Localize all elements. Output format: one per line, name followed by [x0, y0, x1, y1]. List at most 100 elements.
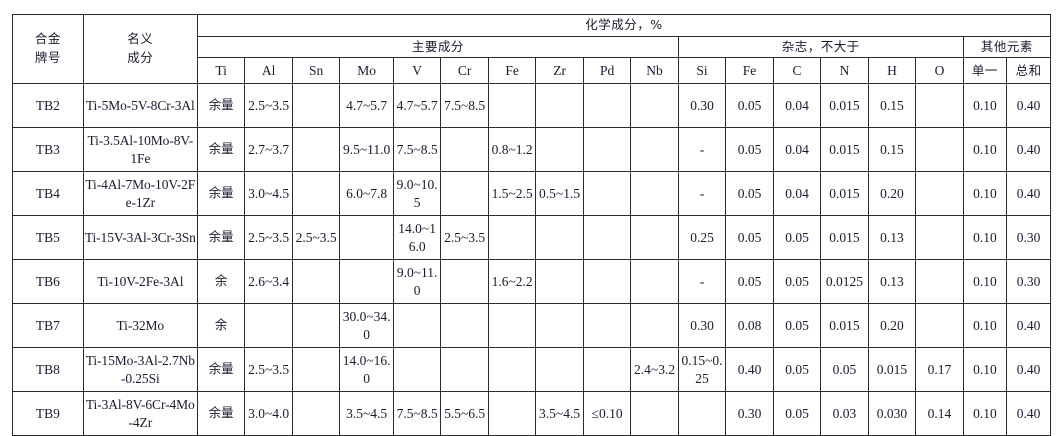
header-col-sn: Sn: [291, 57, 341, 84]
cell-grade: TB2: [12, 83, 84, 128]
header-col-h: H: [867, 57, 917, 84]
cell-imp-o: [915, 303, 964, 348]
cell-other-total: 0.40: [1006, 347, 1051, 392]
cell-main-fe: [487, 347, 537, 392]
cell-other-single: 0.10: [962, 347, 1008, 392]
cell-other-total: 0.40: [1006, 391, 1051, 436]
cell-imp-h: 0.15: [867, 83, 917, 128]
header-col-nb: Nb: [630, 57, 679, 84]
cell-main-cr: [440, 171, 489, 216]
header-col-c: C: [772, 57, 822, 84]
cell-imp-c: 0.05: [772, 391, 822, 436]
cell-main-mo: 14.0~16.0: [339, 347, 394, 392]
header-col-si: Si: [677, 57, 727, 84]
cell-imp-c: 0.05: [772, 303, 822, 348]
cell-other-single: 0.10: [962, 171, 1008, 216]
cell-imp-n: 0.0125: [820, 259, 869, 304]
cell-main-nb: [630, 127, 679, 172]
cell-main-v: 9.0~10.5: [392, 171, 442, 216]
cell-imp-si: 0.15~0.25: [677, 347, 727, 392]
cell-main-mo: [339, 215, 394, 260]
cell-main-mo: 3.5~4.5: [339, 391, 394, 436]
cell-imp-o: [915, 171, 964, 216]
cell-nominal: Ti-10V-2Fe-3Al: [82, 259, 198, 304]
cell-imp-fe: 0.05: [725, 215, 774, 260]
header-col-mo: Mo: [339, 57, 394, 84]
cell-main-zr: [535, 347, 584, 392]
cell-grade: TB9: [12, 391, 84, 436]
cell-main-ti: 余量: [196, 215, 246, 260]
alloy-composition-table: 合金 牌号 名义 成分 化学成分，% 主要成分 杂志，不大于 其他元素 Ti A…: [12, 14, 1052, 436]
cell-other-total: 0.40: [1006, 303, 1051, 348]
cell-main-mo: 9.5~11.0: [339, 127, 394, 172]
cell-imp-o: [915, 215, 964, 260]
cell-imp-h: 0.13: [867, 259, 917, 304]
cell-imp-fe: 0.40: [725, 347, 774, 392]
cell-imp-si: 0.30: [677, 83, 727, 128]
cell-imp-fe: 0.05: [725, 171, 774, 216]
cell-main-fe: [487, 83, 537, 128]
cell-main-ti: 余: [196, 259, 246, 304]
cell-main-sn: [291, 391, 341, 436]
header-chemical-composition: 化学成分，%: [196, 14, 1052, 37]
cell-main-sn: [291, 83, 341, 128]
table-row: TB5 Ti-15V-3Al-3Cr-3Sn 余量 2.5~3.5 2.5~3.5 14.…: [12, 215, 1051, 260]
cell-other-total: 0.40: [1006, 171, 1051, 216]
header-nominal-line2: 成分: [127, 50, 154, 65]
cell-nominal: Ti-32Mo: [82, 303, 198, 348]
cell-imp-n: 0.015: [820, 83, 869, 128]
cell-imp-h: 0.030: [867, 391, 917, 436]
cell-nominal: Ti-3.5Al-10Mo-8V-1Fe: [82, 127, 198, 172]
cell-nominal: Ti-5Mo-5V-8Cr-3Al: [82, 83, 198, 128]
cell-other-single: 0.10: [962, 303, 1008, 348]
cell-imp-n: 0.015: [820, 303, 869, 348]
cell-main-al: 2.5~3.5: [244, 347, 293, 392]
cell-main-sn: [291, 127, 341, 172]
cell-main-v: 14.0~16.0: [392, 215, 442, 260]
cell-main-nb: [630, 215, 679, 260]
cell-nominal: Ti-3Al-8V-6Cr-4Mo-4Zr: [82, 391, 198, 436]
cell-main-cr: 5.5~6.5: [440, 391, 489, 436]
header-col-o: O: [915, 57, 964, 84]
cell-main-nb: 2.4~3.2: [630, 347, 679, 392]
cell-main-al: 2.6~3.4: [244, 259, 293, 304]
cell-main-zr: [535, 215, 584, 260]
cell-imp-si: 0.25: [677, 215, 727, 260]
cell-imp-c: 0.04: [772, 171, 822, 216]
cell-other-single: 0.10: [962, 127, 1008, 172]
cell-main-pd: [582, 347, 632, 392]
cell-main-mo: 30.0~34.0: [339, 303, 394, 348]
cell-other-total: 0.40: [1006, 83, 1051, 128]
cell-main-mo: 6.0~7.8: [339, 171, 394, 216]
cell-imp-n: 0.03: [820, 391, 869, 436]
header-main-composition: 主要成分: [196, 35, 679, 59]
cell-other-single: 0.10: [962, 83, 1008, 128]
cell-main-fe: [487, 391, 537, 436]
header-col-fe-imp: Fe: [725, 57, 774, 84]
cell-other-single: 0.10: [962, 215, 1008, 260]
cell-main-cr: [440, 259, 489, 304]
cell-main-pd: [582, 259, 632, 304]
header-nominal: 名义 成分: [82, 14, 198, 84]
cell-other-total: 0.30: [1006, 215, 1051, 260]
cell-grade: TB4: [12, 171, 84, 216]
cell-main-pd: [582, 171, 632, 216]
cell-main-mo: [339, 259, 394, 304]
table-row: TB8 Ti-15Mo-3Al-2.7Nb-0.25Si 余量 2.5~3.5 14.0…: [12, 347, 1051, 392]
header-col-single: 单一: [962, 57, 1008, 84]
cell-grade: TB5: [12, 215, 84, 260]
cell-imp-o: [915, 83, 964, 128]
cell-main-zr: [535, 127, 584, 172]
cell-main-v: 7.5~8.5: [392, 391, 442, 436]
header-grade-line1: 合金: [34, 31, 61, 47]
cell-imp-fe: 0.08: [725, 303, 774, 348]
table-row: TB7 Ti-32Mo 余 30.0~34.0 0.30 0.08 0.05 0.015 0.2…: [12, 303, 1051, 348]
cell-main-pd: [582, 215, 632, 260]
cell-imp-h: 0.13: [867, 215, 917, 260]
header-nominal-line1: 名义: [127, 31, 154, 47]
header-grade-line2: 牌号: [34, 50, 61, 65]
cell-imp-si: -: [677, 127, 727, 172]
cell-main-nb: [630, 391, 679, 436]
cell-main-zr: [535, 303, 584, 348]
cell-main-fe: 0.8~1.2: [487, 127, 537, 172]
